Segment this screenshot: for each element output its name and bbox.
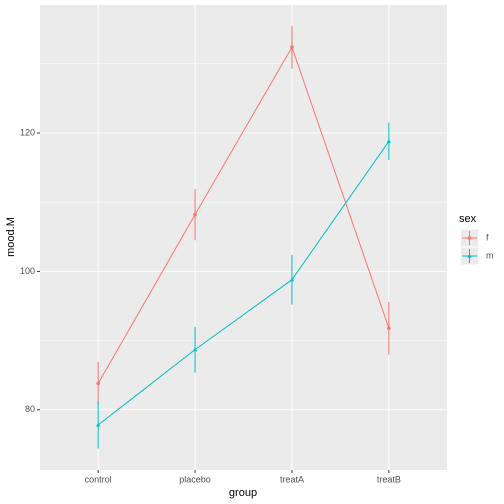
- legend-label: f: [486, 232, 489, 242]
- series-line: [97, 141, 390, 426]
- legend-label: m: [486, 250, 494, 260]
- marks: [95, 25, 392, 449]
- y-axis-title: mood.M: [5, 217, 17, 257]
- grid: [40, 5, 447, 470]
- x-axis-title: group: [229, 487, 257, 499]
- series-line: [97, 46, 390, 384]
- panel: [40, 5, 447, 470]
- legend-key-point: [467, 236, 472, 240]
- legend-key-point: [467, 253, 472, 258]
- y-tick-label: 120: [20, 127, 35, 137]
- point: [289, 277, 295, 282]
- point: [96, 381, 100, 386]
- point: [95, 422, 101, 427]
- point: [193, 212, 197, 217]
- legend-title: sex: [459, 213, 477, 225]
- x-tick-label: treatA: [280, 474, 304, 484]
- point: [387, 326, 391, 330]
- y-tick-label: 100: [20, 266, 35, 276]
- point: [386, 138, 392, 143]
- point: [192, 347, 198, 352]
- point: [290, 45, 294, 50]
- x-tick-label: placebo: [179, 474, 211, 484]
- y-tick-label: 80: [25, 404, 35, 414]
- x-tick-label: treatB: [377, 474, 401, 484]
- x-tick-label: control: [85, 474, 112, 484]
